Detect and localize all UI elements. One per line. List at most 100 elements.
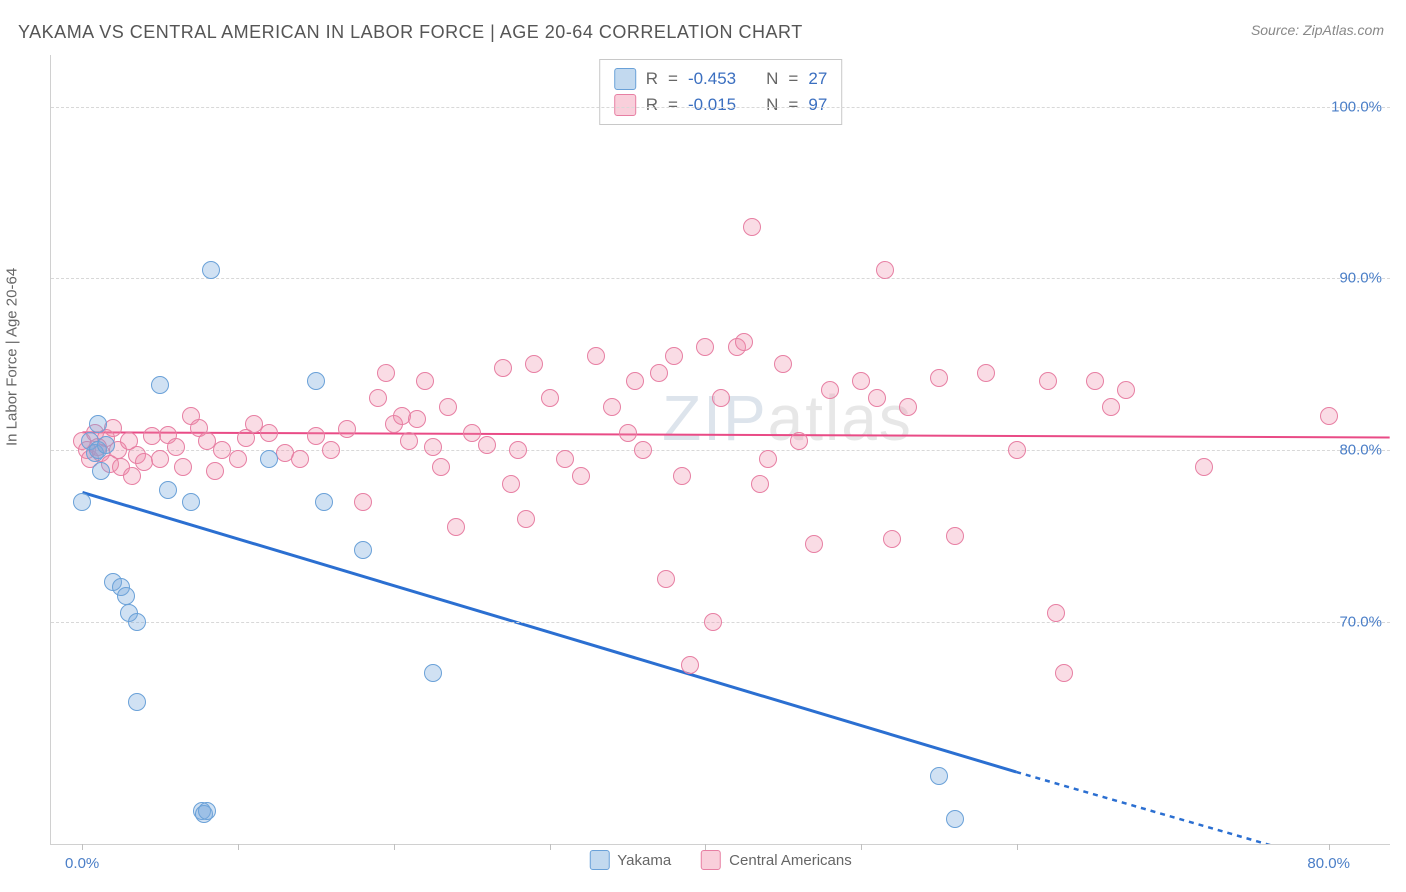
- point-central: [821, 381, 839, 399]
- x-tick: [550, 844, 551, 850]
- x-tick: [1329, 844, 1330, 850]
- trend-line-yakama: [82, 492, 1016, 772]
- point-yakama: [92, 462, 110, 480]
- eq-sign: =: [668, 69, 678, 89]
- point-yakama: [89, 415, 107, 433]
- point-central: [369, 389, 387, 407]
- point-central: [626, 372, 644, 390]
- legend-swatch-yakama: [589, 850, 609, 870]
- point-central: [774, 355, 792, 373]
- eq-sign: =: [788, 69, 798, 89]
- y-axis-title: In Labor Force | Age 20-64: [4, 268, 21, 446]
- r-value-central: -0.015: [688, 95, 736, 115]
- point-central: [619, 424, 637, 442]
- point-central: [307, 427, 325, 445]
- legend-item-central: Central Americans: [701, 850, 852, 870]
- point-yakama: [198, 802, 216, 820]
- point-central: [1117, 381, 1135, 399]
- point-central: [704, 613, 722, 631]
- y-tick-label: 90.0%: [1339, 270, 1382, 287]
- plot-area: ZIPatlas R = -0.453 N = 27 R = -0.015 N …: [50, 55, 1390, 845]
- legend-label-central: Central Americans: [729, 852, 852, 869]
- n-label: N: [766, 95, 778, 115]
- chart-title: YAKAMA VS CENTRAL AMERICAN IN LABOR FORC…: [18, 22, 803, 43]
- point-central: [174, 458, 192, 476]
- point-central: [206, 462, 224, 480]
- point-central: [408, 410, 426, 428]
- point-yakama: [151, 376, 169, 394]
- point-central: [712, 389, 730, 407]
- x-tick: [82, 844, 83, 850]
- x-tick: [238, 844, 239, 850]
- point-central: [930, 369, 948, 387]
- point-central: [735, 333, 753, 351]
- point-yakama: [202, 261, 220, 279]
- legend-label-yakama: Yakama: [617, 852, 671, 869]
- point-central: [876, 261, 894, 279]
- trend-line-central: [82, 432, 1389, 437]
- point-central: [673, 467, 691, 485]
- legend-swatch-central: [701, 850, 721, 870]
- point-central: [696, 338, 714, 356]
- point-central: [681, 656, 699, 674]
- stats-row-central: R = -0.015 N = 97: [614, 92, 828, 118]
- x-tick: [705, 844, 706, 850]
- point-central: [104, 419, 122, 437]
- n-label: N: [766, 69, 778, 89]
- source-attribution: Source: ZipAtlas.com: [1251, 22, 1384, 38]
- point-central: [1102, 398, 1120, 416]
- point-central: [463, 424, 481, 442]
- point-central: [478, 436, 496, 454]
- point-yakama: [424, 664, 442, 682]
- gridline-h: [51, 107, 1390, 108]
- point-central: [424, 438, 442, 456]
- swatch-central: [614, 94, 636, 116]
- bottom-legend: Yakama Central Americans: [589, 850, 851, 870]
- r-label: R: [646, 95, 658, 115]
- point-yakama: [260, 450, 278, 468]
- point-central: [1320, 407, 1338, 425]
- point-yakama: [946, 810, 964, 828]
- r-value-yakama: -0.453: [688, 69, 736, 89]
- point-central: [883, 530, 901, 548]
- point-central: [1086, 372, 1104, 390]
- point-yakama: [315, 493, 333, 511]
- trend-dash-yakama: [1016, 772, 1296, 844]
- x-tick: [1017, 844, 1018, 850]
- point-central: [416, 372, 434, 390]
- point-yakama: [128, 613, 146, 631]
- point-yakama: [128, 693, 146, 711]
- point-central: [502, 475, 520, 493]
- gridline-h: [51, 450, 1390, 451]
- y-tick-label: 70.0%: [1339, 613, 1382, 630]
- point-central: [1039, 372, 1057, 390]
- point-central: [657, 570, 675, 588]
- point-central: [322, 441, 340, 459]
- point-yakama: [97, 436, 115, 454]
- eq-sign: =: [788, 95, 798, 115]
- y-tick-label: 80.0%: [1339, 442, 1382, 459]
- point-central: [525, 355, 543, 373]
- point-central: [291, 450, 309, 468]
- point-central: [759, 450, 777, 468]
- point-central: [494, 359, 512, 377]
- point-yakama: [117, 587, 135, 605]
- point-central: [899, 398, 917, 416]
- point-central: [338, 420, 356, 438]
- point-central: [634, 441, 652, 459]
- point-central: [650, 364, 668, 382]
- point-central: [123, 467, 141, 485]
- point-central: [151, 450, 169, 468]
- point-central: [1008, 441, 1026, 459]
- eq-sign: =: [668, 95, 678, 115]
- gridline-h: [51, 278, 1390, 279]
- point-central: [400, 432, 418, 450]
- point-central: [354, 493, 372, 511]
- swatch-yakama: [614, 68, 636, 90]
- point-central: [432, 458, 450, 476]
- stats-row-yakama: R = -0.453 N = 27: [614, 66, 828, 92]
- point-yakama: [159, 481, 177, 499]
- y-tick-label: 100.0%: [1331, 98, 1382, 115]
- point-central: [868, 389, 886, 407]
- point-central: [1055, 664, 1073, 682]
